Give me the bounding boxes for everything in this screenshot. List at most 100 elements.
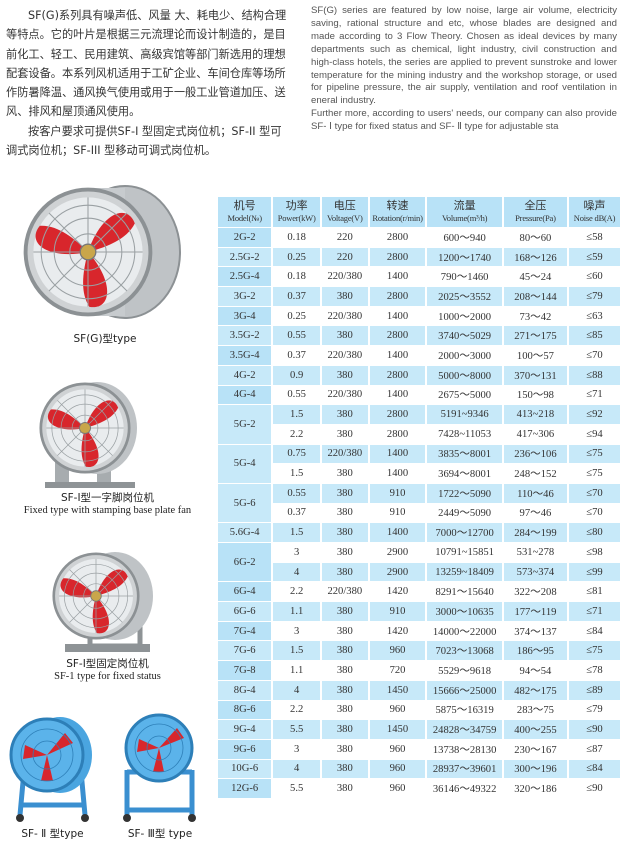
column-header-noise: 噪声 Noise dB(A) — [569, 197, 620, 227]
cell-noise: ≤70 — [586, 349, 603, 361]
cell-rotation: 1450 — [369, 680, 426, 700]
table-row: 2G-2 0.18 220 2800 600～940 80～60 ≤58 — [218, 228, 620, 247]
cell-voltage: 380 — [336, 546, 353, 558]
cell-model: 6G-2 — [218, 543, 272, 582]
cell-rotation: 2800 — [386, 231, 409, 243]
cell-model: 2G-2 — [218, 228, 272, 247]
cell-noise: ≤88 — [569, 365, 620, 385]
cell-rotation: 2800 — [369, 326, 426, 346]
column-header-rotation: 转速 Rotation(r/min) — [369, 197, 426, 227]
cell-model: 6G-6 — [218, 602, 272, 621]
cell-rotation: 1400 — [386, 349, 409, 361]
column-header-cn: 流量 — [453, 199, 476, 212]
cell-volume: 36146～49322 — [432, 784, 497, 796]
cell-pressure: 208～144 — [503, 287, 568, 306]
sfg-caption-cn: SF(G)型type — [73, 333, 137, 345]
cell-model: 5.6G-4 — [218, 523, 272, 542]
cell-power: 0.75 — [273, 444, 320, 464]
cell-rotation: 910 — [389, 507, 406, 519]
table-row: 4 380 2900 13259~18409 573~374 ≤99 — [218, 562, 620, 582]
cell-power: 2.2 — [290, 586, 304, 598]
cell-power: 3 — [294, 546, 300, 558]
cell-pressure: 300～196 — [503, 759, 568, 779]
cell-noise: ≤84 — [586, 625, 603, 637]
cell-pressure: 45～24 — [519, 272, 552, 284]
cell-voltage: 380 — [336, 743, 353, 755]
cell-power: 4 — [273, 562, 320, 582]
sf1-caption: SF-I型固定岗位机 SF-1 type for fixed status — [0, 656, 215, 682]
cell-rotation: 960 — [369, 759, 426, 779]
cell-model: 6G-4 — [218, 582, 272, 602]
cell-pressure: 248～152 — [514, 469, 557, 481]
intro-en-paragraph: SF(G) series are featured by low noise, … — [311, 5, 617, 107]
table-row: 3G-4 0.25 220/380 1400 1000～2000 73～42 ≤63 — [218, 306, 620, 326]
cell-rotation: 1420 — [386, 586, 409, 598]
table-row: 2.5G-2 0.25 220 2800 1200～1740 168～126 ≤59 — [218, 247, 620, 267]
cell-rotation: 960 — [389, 704, 406, 716]
cell-pressure: 150～98 — [516, 390, 554, 402]
cell-noise: ≤75 — [569, 641, 620, 661]
table-row: 6G-6 1.1 380 910 3000～10635 177～119 ≤71 — [218, 602, 620, 621]
cell-voltage: 220 — [336, 231, 353, 243]
cell-noise: ≤58 — [586, 231, 603, 243]
cell-volume: 5875～16319 — [435, 705, 494, 717]
cell-model: 10G-6 — [218, 759, 272, 779]
cell-volume: 5191~9346 — [427, 405, 502, 424]
cell-volume: 10791~15851 — [435, 546, 494, 558]
cell-voltage: 380 — [336, 625, 353, 637]
table-row: 2.2 380 2800 7428~11053 417~306 ≤94 — [218, 425, 620, 444]
table-row: 10G-6 4 380 960 28937～39601 300～196 ≤84 — [218, 759, 620, 779]
cell-pressure: 94～54 — [519, 665, 552, 677]
cell-power: 1.5 — [290, 468, 304, 480]
sfg-caption: SF(G)型type — [20, 331, 190, 346]
cell-volume: 28937～39601 — [427, 759, 502, 779]
cell-volume: 15666～25000 — [427, 680, 502, 700]
cell-noise: ≤71 — [569, 602, 620, 621]
cell-volume: 24828～34759 — [427, 720, 502, 739]
table-row: 5.6G-4 1.5 380 1400 7000～12700 284～199 ≤80 — [218, 523, 620, 542]
cell-model: 8G-4 — [218, 680, 272, 700]
cell-voltage: 220/380 — [327, 349, 363, 361]
cell-voltage: 380 — [321, 365, 368, 385]
sf2-fan-image — [9, 717, 92, 822]
cell-volume: 2000～3000 — [438, 350, 492, 362]
cell-model: 3.5G-4 — [218, 346, 272, 365]
cell-noise: ≤78 — [586, 664, 603, 676]
cell-noise: ≤70 — [586, 507, 603, 519]
cell-volume: 7428~11053 — [438, 428, 492, 440]
cell-rotation: 2800 — [369, 405, 426, 424]
cell-rotation: 2800 — [386, 428, 409, 440]
table-row: 7G-4 3 380 1420 14000～22000 374～137 ≤84 — [218, 621, 620, 641]
cell-voltage: 380 — [336, 507, 353, 519]
sf1-fan-image — [52, 552, 153, 652]
column-header-pressure: 全压 Pressure(Pa) — [503, 197, 568, 227]
table-header-row: 机号 Model(№) 功率 Power(kW) 电压 Voltage(V) 转速 Rotat… — [218, 197, 620, 227]
cell-noise: ≤81 — [586, 586, 603, 598]
cell-power: 0.18 — [287, 231, 306, 243]
cell-volume: 3740～5029 — [427, 326, 502, 346]
cell-voltage: 380 — [321, 562, 368, 582]
cell-noise: ≤90 — [569, 720, 620, 739]
column-header-cn: 转速 — [386, 199, 409, 212]
cell-power: 0.37 — [287, 507, 306, 519]
cell-noise: ≤89 — [569, 680, 620, 700]
cell-rotation: 1450 — [369, 720, 426, 739]
cell-volume: 1200～1740 — [427, 247, 502, 267]
cell-rotation: 1400 — [386, 271, 409, 283]
cell-noise: ≤75 — [569, 444, 620, 464]
cell-volume: 1722～5090 — [427, 483, 502, 503]
cell-model: 7G-8 — [218, 661, 272, 680]
cell-power: 1.1 — [273, 602, 320, 621]
cell-volume: 600～940 — [443, 232, 486, 244]
cell-noise: ≤75 — [586, 468, 603, 480]
cell-pressure: 230～167 — [514, 744, 557, 756]
table-row: 8G-6 2.2 380 960 5875～16319 283～75 ≤79 — [218, 700, 620, 720]
column-header-en: Volume(m³/h) — [441, 213, 488, 223]
table-row: 3.5G-4 0.37 220/380 1400 2000～3000 100～57 ≤70 — [218, 346, 620, 365]
cell-power: 1.1 — [290, 664, 304, 676]
cell-rotation: 1400 — [369, 444, 426, 464]
cell-pressure: 283～75 — [516, 705, 554, 717]
cell-pressure: 97～46 — [519, 508, 552, 520]
cell-voltage: 380 — [321, 405, 368, 424]
